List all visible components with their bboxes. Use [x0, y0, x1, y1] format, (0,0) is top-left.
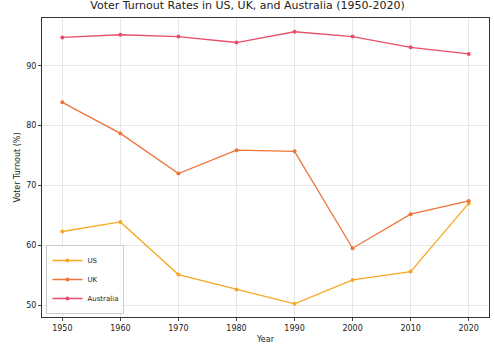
- svg-text:2020: 2020: [459, 324, 479, 333]
- svg-text:UK: UK: [87, 276, 97, 284]
- svg-text:1990: 1990: [284, 324, 304, 333]
- svg-text:Voter Turnout (%): Voter Turnout (%): [13, 132, 22, 202]
- svg-text:60: 60: [26, 241, 36, 250]
- svg-text:2000: 2000: [342, 324, 362, 333]
- svg-text:Year: Year: [256, 335, 275, 344]
- svg-text:50: 50: [26, 301, 36, 310]
- svg-text:Voter Turnout Rates in US, UK,: Voter Turnout Rates in US, UK, and Austr…: [90, 0, 404, 12]
- svg-text:1980: 1980: [226, 324, 246, 333]
- svg-text:Australia: Australia: [87, 295, 118, 303]
- svg-text:70: 70: [26, 181, 36, 190]
- svg-text:1960: 1960: [110, 324, 130, 333]
- svg-text:90: 90: [26, 62, 36, 71]
- svg-text:80: 80: [26, 121, 36, 130]
- svg-text:1950: 1950: [52, 324, 72, 333]
- svg-text:1970: 1970: [168, 324, 188, 333]
- svg-text:US: US: [87, 257, 97, 265]
- svg-text:2010: 2010: [400, 324, 420, 333]
